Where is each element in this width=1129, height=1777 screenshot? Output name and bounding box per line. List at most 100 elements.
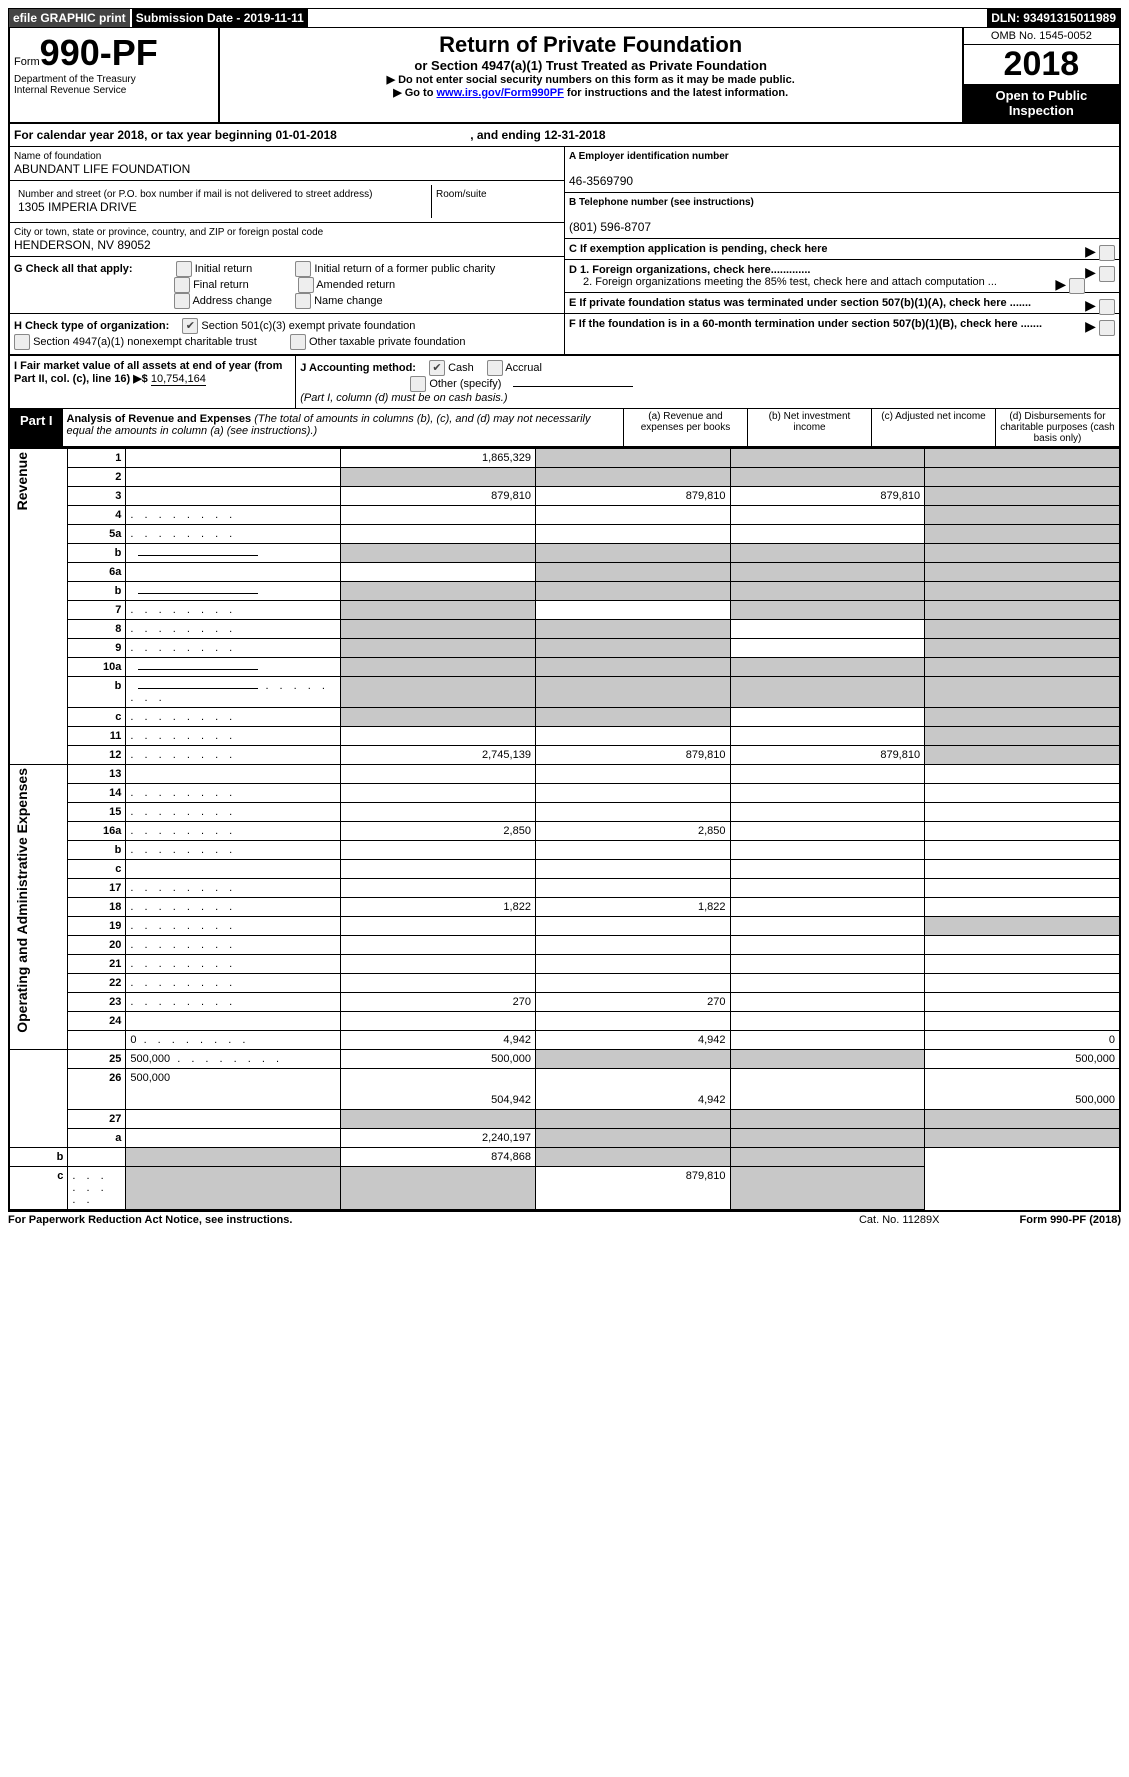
checkbox-initial-former[interactable] [295, 261, 311, 277]
checkbox-501c3[interactable] [182, 318, 198, 334]
line-number: 9 [68, 639, 126, 658]
amount-cell [730, 563, 925, 582]
form-number: Form990-PF [14, 32, 214, 74]
amount-cell [925, 1110, 1120, 1129]
amount-cell [341, 936, 536, 955]
amount-cell [730, 1012, 925, 1031]
checkbox-cash[interactable] [429, 360, 445, 376]
amount-cell [341, 784, 536, 803]
checkbox-accrual[interactable] [487, 360, 503, 376]
line-number: 3 [68, 487, 126, 506]
line-number: 22 [68, 974, 126, 993]
amount-cell [535, 1050, 730, 1069]
line-description [126, 803, 341, 822]
amount-cell [730, 1129, 925, 1148]
checkbox-amended[interactable] [298, 277, 314, 293]
amount-cell [925, 639, 1120, 658]
amount-cell [341, 601, 536, 620]
amount-cell [925, 974, 1120, 993]
amount-cell [341, 468, 536, 487]
line-number: 17 [68, 879, 126, 898]
line-description [126, 1110, 341, 1129]
checkbox-name-change[interactable] [295, 293, 311, 309]
table-row: 9 [9, 639, 1120, 658]
line-number: 25 [68, 1050, 126, 1069]
col-b: (b) Net investment income [747, 409, 871, 446]
amount-cell [925, 860, 1120, 879]
line-number: 6a [68, 563, 126, 582]
amount-cell [535, 974, 730, 993]
line-description [126, 449, 341, 468]
part-1-table: Revenue11,865,32923879,810879,810879,810… [8, 448, 1121, 1210]
table-row: c [9, 708, 1120, 727]
amount-cell [925, 765, 1120, 784]
checkbox-final-return[interactable] [174, 277, 190, 293]
top-bar: efile GRAPHIC print Submission Date - 20… [8, 8, 1121, 28]
line-description [126, 841, 341, 860]
amount-cell [925, 822, 1120, 841]
amount-cell [535, 784, 730, 803]
part-1-label: Part I [10, 409, 63, 446]
table-row: 23270270 [9, 993, 1120, 1012]
table-row: 5a [9, 525, 1120, 544]
amount-cell [730, 784, 925, 803]
checkbox-d1[interactable] [1099, 266, 1115, 282]
col-d: (d) Disbursements for charitable purpose… [995, 409, 1119, 446]
amount-cell [341, 879, 536, 898]
line-description [126, 993, 341, 1012]
checkbox-e[interactable] [1099, 299, 1115, 315]
amount-cell [341, 765, 536, 784]
line-number: b [68, 582, 126, 601]
checkbox-4947[interactable] [14, 334, 30, 350]
amount-cell [535, 449, 730, 468]
amount-cell [730, 1167, 925, 1210]
section-i-j: I Fair market value of all assets at end… [8, 356, 1121, 409]
footer-center: Cat. No. 11289X [859, 1214, 940, 1226]
instruction-2: ▶ Go to www.irs.gov/Form990PF for instru… [224, 86, 958, 99]
section-h: H Check type of organization: Section 50… [10, 314, 564, 354]
checkbox-initial-return[interactable] [176, 261, 192, 277]
amount-cell [730, 898, 925, 917]
amount-cell [341, 1167, 536, 1210]
amount-cell [341, 658, 536, 677]
checkbox-other-method[interactable] [410, 376, 426, 392]
checkbox-other-taxable[interactable] [290, 334, 306, 350]
footer-left: For Paperwork Reduction Act Notice, see … [8, 1214, 292, 1226]
checkbox-c[interactable] [1099, 245, 1115, 261]
checkbox-address-change[interactable] [174, 293, 190, 309]
entity-info: Name of foundation ABUNDANT LIFE FOUNDAT… [8, 147, 1121, 356]
amount-cell [730, 708, 925, 727]
name-cell: Name of foundation ABUNDANT LIFE FOUNDAT… [10, 147, 564, 181]
column-headers: (a) Revenue and expenses per books (b) N… [623, 409, 1119, 446]
amount-cell [341, 506, 536, 525]
amount-cell [341, 544, 536, 563]
table-row: 14 [9, 784, 1120, 803]
amount-cell [535, 544, 730, 563]
line-description [126, 525, 341, 544]
table-row: 11 [9, 727, 1120, 746]
checkbox-f[interactable] [1099, 320, 1115, 336]
amount-cell [730, 974, 925, 993]
submission-date: Submission Date - 2019-11-11 [132, 9, 308, 27]
line-description [126, 1129, 341, 1148]
amount-cell [535, 860, 730, 879]
amount-cell [925, 993, 1120, 1012]
line-number: b [9, 1148, 68, 1167]
amount-cell: 879,810 [535, 487, 730, 506]
dept-treasury: Department of the Treasury [14, 74, 214, 85]
table-row: Revenue11,865,329 [9, 449, 1120, 468]
checkbox-d2[interactable] [1069, 278, 1085, 294]
amount-cell [341, 917, 536, 936]
amount-cell [341, 1110, 536, 1129]
address-cell: Number and street (or P.O. box number if… [10, 181, 564, 223]
line-number: 15 [68, 803, 126, 822]
amount-cell: 500,000 [925, 1050, 1120, 1069]
amount-cell [341, 582, 536, 601]
table-row: b [9, 677, 1120, 708]
table-row: b [9, 582, 1120, 601]
amount-cell: 1,822 [341, 898, 536, 917]
irs-link[interactable]: www.irs.gov/Form990PF [437, 87, 564, 99]
amount-cell [730, 841, 925, 860]
table-row: b [9, 841, 1120, 860]
section-i: I Fair market value of all assets at end… [10, 356, 296, 408]
